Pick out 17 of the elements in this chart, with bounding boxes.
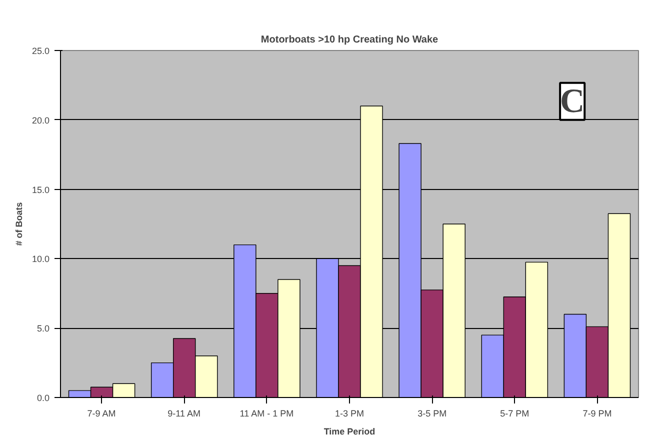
x-tick-label: 7-9 AM (87, 408, 116, 418)
x-tick-label: 3-5 PM (418, 408, 447, 418)
y-tick-label: 15.0 (32, 184, 50, 195)
x-axis-title: Time Period (324, 426, 376, 436)
y-tick-label: 10.0 (32, 254, 50, 264)
x-tick-label: 5-7 PM (500, 408, 530, 418)
x-tick-label: 11 AM - 1 PM (240, 408, 294, 418)
x-tick-label: 1-3 PM (334, 408, 364, 418)
x-tick-label: 7-9 PM (582, 408, 612, 418)
annotation: C (560, 82, 585, 120)
chart-title: Motorboats >10 hp Creating No Wake (260, 34, 439, 46)
y-tick-label: 20.0 (32, 115, 50, 126)
y-tick-label: 0.0 (36, 393, 50, 403)
y-tick-label: 5.0 (36, 324, 50, 334)
x-tick-label: 9-11 AM (168, 408, 201, 418)
y-axis-title: # of Boats (14, 202, 24, 246)
y-tick-label: 25.0 (32, 46, 50, 56)
